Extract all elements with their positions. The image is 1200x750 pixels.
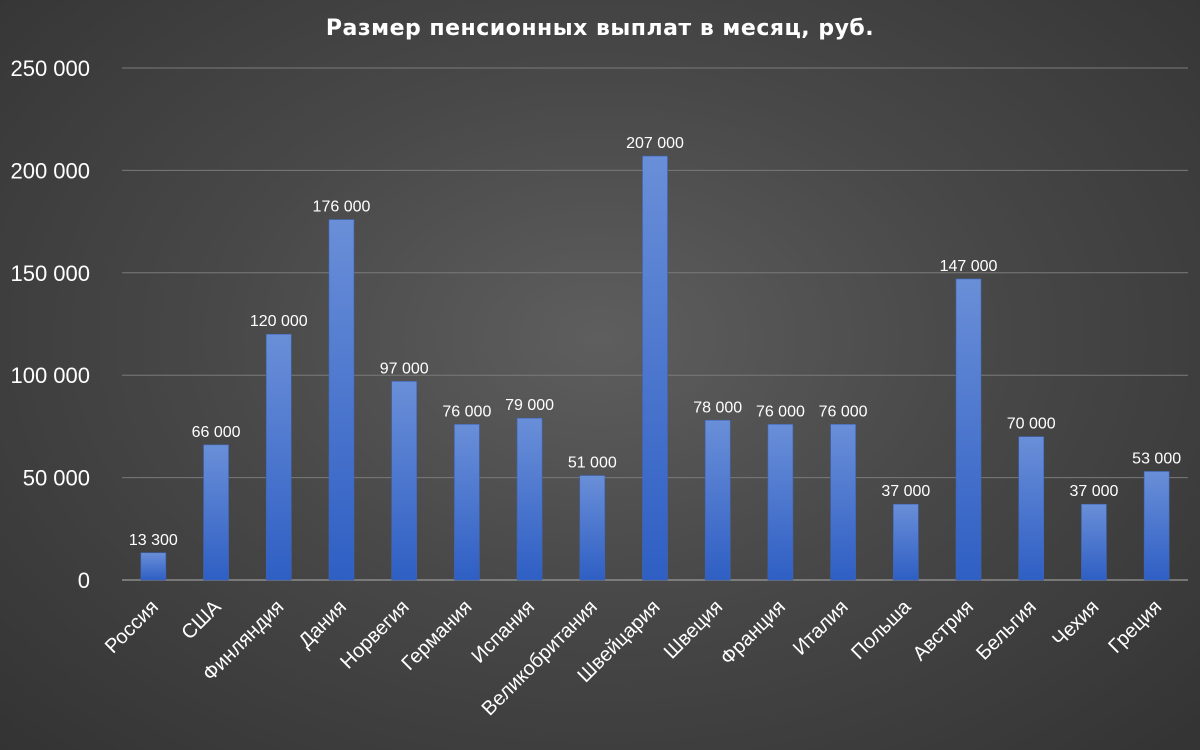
data-label: 147 000 [940, 258, 998, 275]
x-tick-label: Италия [789, 596, 853, 660]
y-tick-label: 100 000 [10, 363, 90, 388]
x-tick-label: Дания [295, 596, 351, 652]
bar [1018, 436, 1045, 581]
data-label: 76 000 [442, 403, 491, 420]
y-tick-label: 200 000 [10, 158, 90, 183]
bar [454, 424, 480, 581]
data-label: 207 000 [626, 135, 684, 152]
x-tick-label: Россия [101, 596, 163, 658]
data-label: 37 000 [881, 483, 930, 500]
data-label: 78 000 [693, 399, 742, 416]
y-tick-label: 50 000 [23, 466, 90, 491]
x-tick-label: США [177, 596, 226, 645]
x-tick-label: Великобритания [478, 596, 602, 720]
data-label: 79 000 [505, 397, 554, 414]
data-label: 76 000 [756, 403, 805, 420]
bar [1081, 503, 1107, 581]
data-label: 70 000 [1007, 416, 1056, 433]
bar [328, 219, 355, 581]
x-tick-label: Австрия [909, 596, 978, 665]
bar [642, 155, 668, 581]
chart-title: Размер пенсионных выплат в месяц, руб. [325, 16, 875, 41]
data-label: 97 000 [380, 360, 429, 377]
x-tick-label: Франция [716, 596, 790, 670]
y-tick-label: 0 [78, 568, 90, 593]
x-tick-label: Чехия [1048, 596, 1103, 651]
bar [140, 552, 167, 581]
x-tick-label: Польша [847, 595, 916, 664]
bar [1143, 471, 1170, 581]
data-label: 13 300 [129, 532, 178, 549]
bar [767, 424, 794, 581]
y-tick-label: 250 000 [10, 56, 90, 81]
data-label: 120 000 [250, 313, 308, 330]
bar [830, 424, 856, 581]
data-label: 76 000 [819, 403, 868, 420]
bar [516, 417, 543, 581]
bar [579, 475, 606, 581]
bar [265, 333, 292, 581]
y-tick-label: 150 000 [10, 261, 90, 286]
bar [893, 503, 919, 581]
bar [704, 419, 731, 581]
x-tick-label: Греция [1104, 596, 1166, 658]
data-label: 53 000 [1132, 450, 1181, 467]
bar [203, 444, 229, 581]
data-label: 176 000 [313, 199, 371, 216]
bar [955, 278, 982, 581]
data-label: 66 000 [192, 424, 241, 441]
bar [391, 381, 417, 581]
x-tick-label: Бельгия [972, 596, 1041, 665]
data-label: 51 000 [568, 455, 617, 472]
data-label: 37 000 [1069, 483, 1118, 500]
